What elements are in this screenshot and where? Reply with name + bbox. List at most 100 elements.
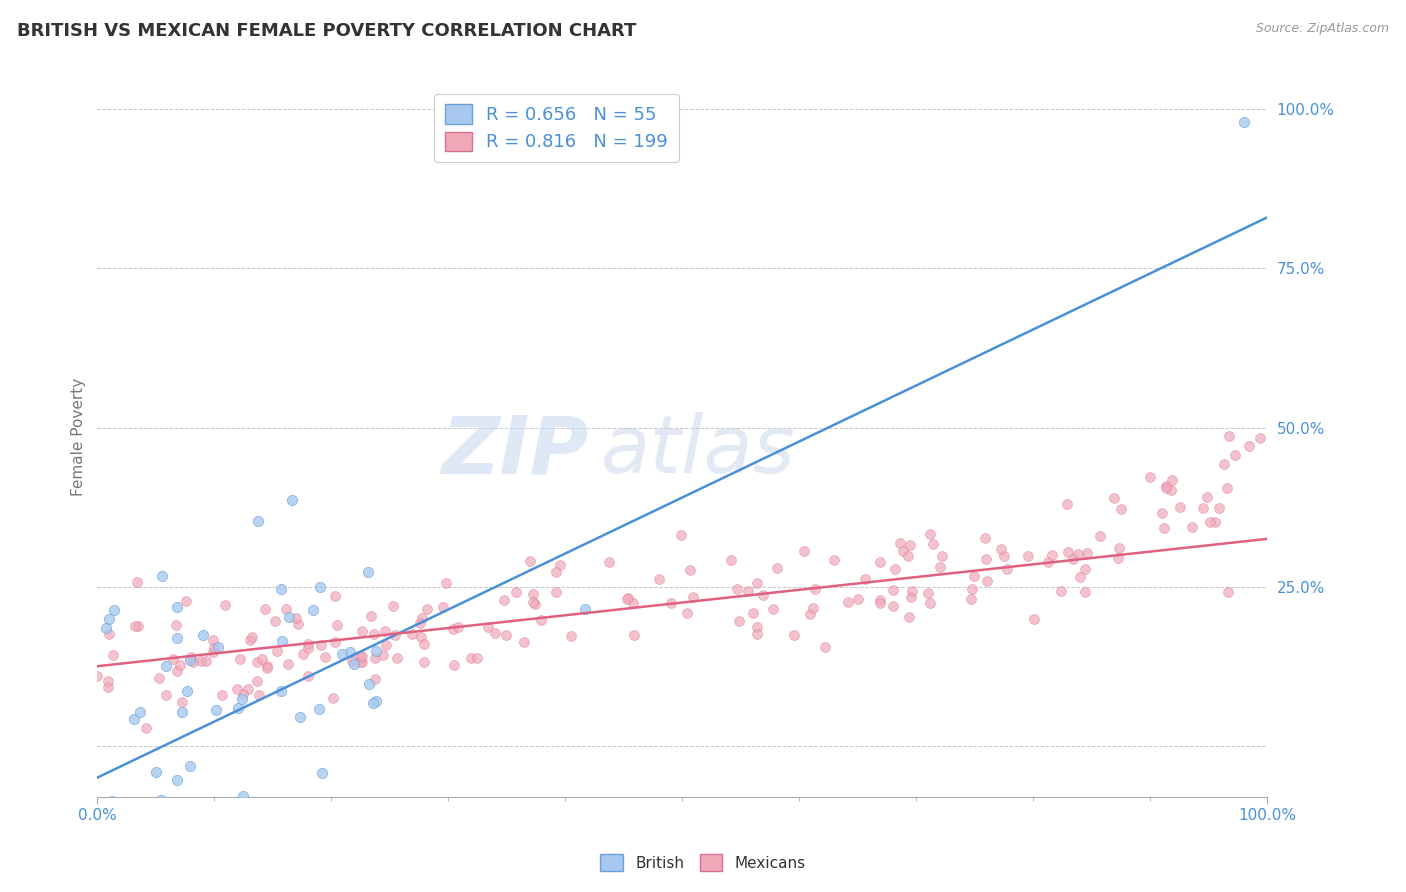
- Point: [281, 492, 304, 507]
- Point: [162, 652, 184, 666]
- Point: [100, 860, 122, 874]
- Point: [621, 596, 644, 610]
- Point: [993, 549, 1015, 563]
- Text: Source: ZipAtlas.com: Source: ZipAtlas.com: [1256, 22, 1389, 36]
- Point: [1198, 516, 1220, 530]
- Point: [349, 655, 371, 669]
- Point: [1233, 115, 1256, 129]
- Point: [931, 549, 953, 563]
- Point: [623, 628, 645, 642]
- Point: [302, 603, 325, 617]
- Point: [1062, 551, 1084, 566]
- Point: [898, 609, 921, 624]
- Point: [492, 592, 515, 607]
- Point: [891, 544, 914, 558]
- Point: [148, 835, 170, 849]
- Point: [264, 614, 287, 628]
- Point: [1024, 612, 1046, 626]
- Point: [226, 701, 249, 715]
- Point: [1102, 491, 1125, 505]
- Point: [1191, 500, 1213, 515]
- Point: [238, 682, 260, 697]
- Point: [374, 624, 396, 638]
- Point: [169, 658, 191, 673]
- Point: [145, 764, 167, 779]
- Legend: R = 0.656   N = 55, R = 0.816   N = 199: R = 0.656 N = 55, R = 0.816 N = 199: [434, 94, 679, 162]
- Point: [1108, 541, 1130, 555]
- Point: [460, 651, 482, 665]
- Point: [352, 624, 374, 638]
- Point: [382, 599, 405, 614]
- Point: [349, 648, 371, 663]
- Point: [447, 620, 470, 634]
- Point: [853, 572, 876, 586]
- Point: [745, 620, 768, 634]
- Point: [1170, 500, 1192, 514]
- Point: [124, 618, 146, 632]
- Point: [882, 582, 904, 597]
- Point: [560, 629, 582, 643]
- Point: [1208, 500, 1230, 515]
- Point: [901, 583, 924, 598]
- Point: [766, 561, 789, 575]
- Point: [86, 668, 108, 682]
- Point: [1067, 547, 1090, 561]
- Point: [201, 633, 224, 648]
- Point: [214, 598, 236, 612]
- Point: [883, 562, 905, 576]
- Point: [1042, 549, 1064, 563]
- Point: [364, 672, 387, 686]
- Point: [291, 647, 314, 661]
- Text: BRITISH VS MEXICAN FEMALE POVERTY CORRELATION CHART: BRITISH VS MEXICAN FEMALE POVERTY CORREL…: [17, 22, 637, 40]
- Point: [963, 569, 986, 583]
- Point: [297, 636, 319, 650]
- Point: [375, 638, 398, 652]
- Legend: British, Mexicans: British, Mexicans: [595, 848, 811, 877]
- Point: [361, 697, 384, 711]
- Point: [411, 630, 433, 644]
- Point: [1050, 583, 1073, 598]
- Point: [97, 627, 120, 641]
- Point: [180, 649, 202, 664]
- Point: [522, 587, 544, 601]
- Point: [297, 669, 319, 683]
- Point: [364, 651, 387, 665]
- Point: [359, 677, 381, 691]
- Point: [1239, 439, 1261, 453]
- Point: [160, 845, 183, 859]
- Point: [202, 641, 225, 656]
- Point: [869, 555, 891, 569]
- Point: [1069, 570, 1091, 584]
- Point: [322, 690, 344, 705]
- Point: [1056, 497, 1078, 511]
- Point: [436, 576, 458, 591]
- Point: [284, 611, 307, 625]
- Point: [201, 645, 224, 659]
- Point: [211, 688, 233, 702]
- Point: [98, 612, 121, 626]
- Point: [1074, 584, 1097, 599]
- Point: [343, 657, 366, 672]
- Point: [246, 673, 269, 688]
- Point: [150, 793, 173, 807]
- Point: [846, 592, 869, 607]
- Point: [191, 628, 214, 642]
- Point: [505, 584, 527, 599]
- Point: [720, 553, 742, 567]
- Point: [246, 514, 269, 528]
- Point: [896, 549, 918, 563]
- Point: [1017, 549, 1039, 563]
- Point: [364, 694, 387, 708]
- Point: [973, 531, 995, 545]
- Point: [1074, 562, 1097, 576]
- Point: [1153, 521, 1175, 535]
- Point: [823, 553, 845, 567]
- Point: [253, 602, 276, 616]
- Point: [364, 643, 387, 657]
- Point: [166, 631, 188, 645]
- Point: [727, 614, 749, 628]
- Point: [311, 766, 333, 780]
- Point: [598, 555, 620, 569]
- Point: [208, 843, 231, 857]
- Point: [1212, 457, 1234, 471]
